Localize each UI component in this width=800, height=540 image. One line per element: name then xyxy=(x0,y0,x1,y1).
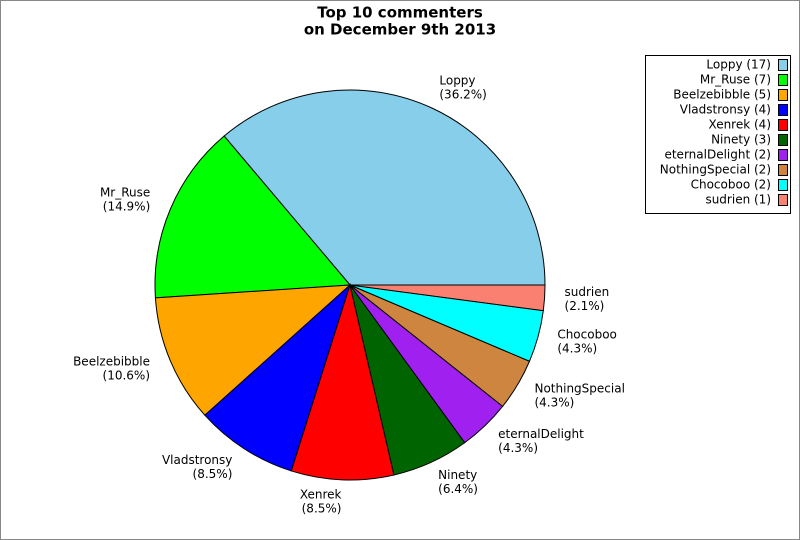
slice-value-label: (2.1%) xyxy=(565,299,605,313)
legend-swatch xyxy=(778,74,788,86)
legend-swatch xyxy=(778,164,788,176)
legend-label: Vladstronsy (4) xyxy=(680,103,771,117)
slice-value-label: (6.4%) xyxy=(438,482,478,496)
legend-swatch xyxy=(778,104,788,116)
pie-slice xyxy=(204,283,352,472)
legend-label: Chocoboo (2) xyxy=(691,178,771,192)
legend-swatch xyxy=(778,89,788,101)
legend-label: Mr_Ruse (7) xyxy=(700,73,771,87)
legend-swatch xyxy=(778,119,788,131)
slice-value-label: (36.2%) xyxy=(439,88,486,102)
slice-value-label: (14.9%) xyxy=(103,200,150,214)
legend-swatch xyxy=(778,134,788,146)
slice-value-label: (4.3%) xyxy=(557,342,597,356)
legend-label: Xenrek (4) xyxy=(709,118,771,132)
slice-label: Chocoboo xyxy=(557,328,617,342)
legend-label: eternalDelight (2) xyxy=(664,148,771,162)
slice-value-label: (8.5%) xyxy=(302,501,342,515)
slice-label: Xenrek xyxy=(300,487,342,501)
slice-value-label: (8.5%) xyxy=(193,467,233,481)
pie-slice xyxy=(154,135,352,299)
legend-box xyxy=(645,55,791,214)
pie-slice xyxy=(223,89,546,286)
legend-swatch xyxy=(778,194,788,206)
legend-label: Ninety (3) xyxy=(711,133,771,147)
slice-value-label: (4.3%) xyxy=(534,395,574,409)
slice-label: sudrien xyxy=(565,285,610,299)
slice-label: Loppy xyxy=(439,74,475,88)
pie-slice xyxy=(154,284,352,416)
slice-value-label: (4.3%) xyxy=(498,441,538,455)
slice-label: Ninety xyxy=(438,468,477,482)
legend-label: sudrien (1) xyxy=(705,193,771,207)
chart-title: Top 10 commenters xyxy=(317,4,483,22)
legend-swatch xyxy=(778,59,788,71)
legend-label: Beelzebibble (5) xyxy=(673,88,771,102)
slice-value-label: (10.6%) xyxy=(103,369,150,383)
slice-label: eternalDelight xyxy=(498,427,584,441)
pie-slice xyxy=(290,283,395,481)
slice-label: Beelzebibble xyxy=(73,355,150,369)
legend-label: NothingSpecial (2) xyxy=(660,163,771,177)
legend-label: Loppy (17) xyxy=(706,58,771,72)
legend-swatch xyxy=(778,149,788,161)
pie-slice xyxy=(349,284,546,312)
slice-label: NothingSpecial xyxy=(534,381,624,395)
slice-label: Mr_Ruse xyxy=(100,186,150,200)
legend-swatch xyxy=(778,179,788,191)
slice-label: Vladstronsy xyxy=(162,453,232,467)
chart-title: on December 9th 2013 xyxy=(304,21,496,39)
